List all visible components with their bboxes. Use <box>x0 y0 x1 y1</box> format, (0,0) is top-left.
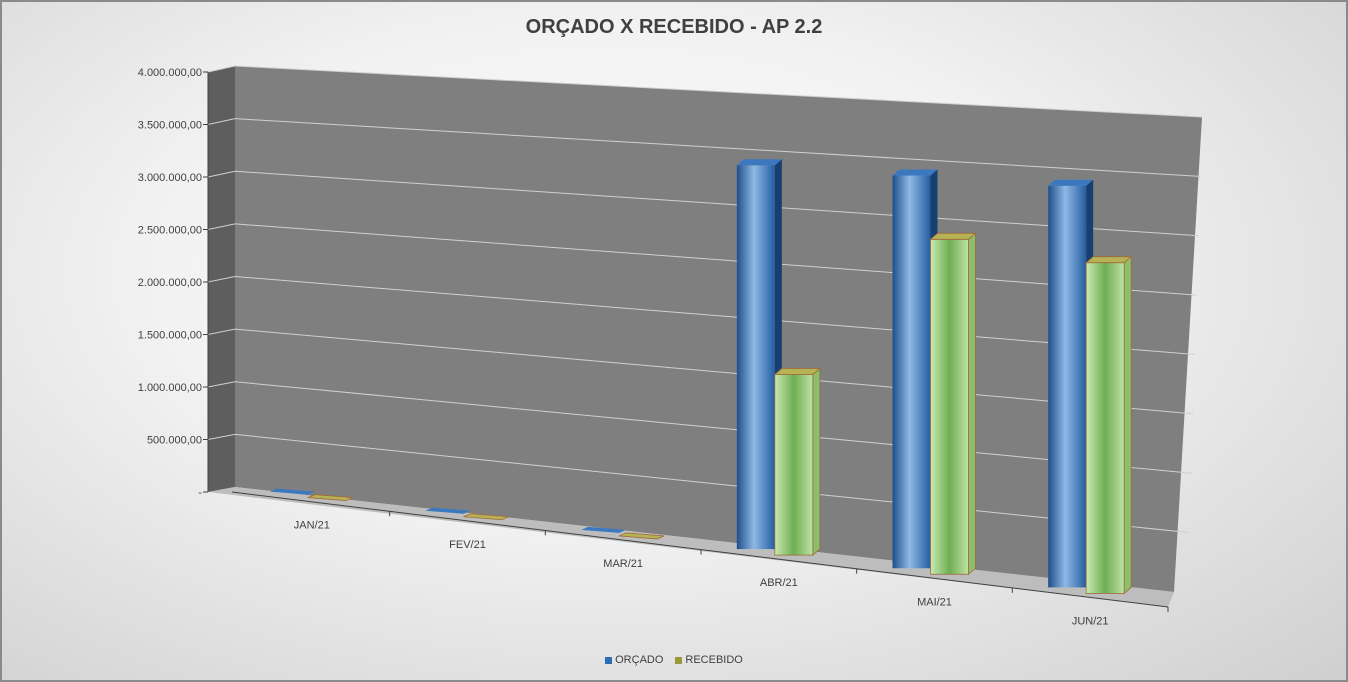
x-tick-label: ABR/21 <box>760 577 798 589</box>
y-tick-label: 4.000.000,00 <box>138 67 202 79</box>
bar-side-recebido-JUN/21 <box>1123 255 1132 595</box>
y-tick-label: 3.000.000,00 <box>138 172 202 184</box>
bars <box>269 159 1133 595</box>
bar-recebido-ABR/21 <box>774 374 814 556</box>
legend-swatch-recebido <box>675 656 683 664</box>
bar-recebido-JUN/21 <box>1085 262 1125 594</box>
bar-recebido-JAN/21 <box>307 494 353 501</box>
x-tick-label: MAI/21 <box>917 596 952 608</box>
y-tick-label: 1.000.000,00 <box>138 382 202 394</box>
legend: ORÇADO RECEBIDO <box>2 654 1346 666</box>
gridline-side <box>207 118 236 125</box>
gridline <box>234 65 1203 118</box>
legend-swatch-orcado <box>605 656 613 664</box>
bar-side-recebido-ABR/21 <box>812 367 821 556</box>
bar-orcado-FEV/21 <box>425 507 471 514</box>
x-tick-labels: JAN/21 FEV/21 MAR/21 ABR/21 MAI/21 JUN/21 <box>294 511 1169 627</box>
gridline <box>234 433 1190 534</box>
bar-top-orcado-ABR/21 <box>736 159 782 166</box>
gridline <box>234 223 1197 296</box>
y-tick-label: 2.500.000,00 <box>138 225 202 237</box>
gridline-side <box>207 65 236 73</box>
y-tick-labels: - 500.000,00 1.000.000,00 1.500.000,00 2.000… <box>138 67 208 499</box>
bar-orcado-JUN/21 <box>1048 185 1087 588</box>
bar-orcado-ABR/21 <box>736 165 775 550</box>
gridline <box>234 170 1199 237</box>
bar-recebido-MAR/21 <box>619 532 665 540</box>
chart-floor <box>208 487 1174 607</box>
bar-top-recebido-ABR/21 <box>773 368 821 375</box>
gridline-side <box>207 276 236 283</box>
y-tick-label: 2.000.000,00 <box>138 277 202 289</box>
gridline-side <box>207 170 236 178</box>
y-tick-label: 500.000,00 <box>147 435 202 447</box>
bar-orcado-MAI/21 <box>892 175 931 569</box>
x-tick-label: FEV/21 <box>449 539 486 551</box>
x-tick-label: JAN/21 <box>294 520 330 532</box>
bar-top-orcado-MAI/21 <box>892 169 938 176</box>
y-tick-label: 1.500.000,00 <box>138 330 202 342</box>
bar-orcado-MAR/21 <box>581 526 627 533</box>
x-tick-label: JUN/21 <box>1072 615 1109 627</box>
gridlines <box>207 65 1203 534</box>
gridline-side <box>207 223 236 230</box>
gridline <box>234 276 1196 355</box>
bar-top-recebido-JUN/21 <box>1085 256 1133 264</box>
bar-recebido-MAI/21 <box>930 238 969 575</box>
gridline <box>234 118 1201 177</box>
y-tick-label: 3.500.000,00 <box>138 120 202 132</box>
legend-item-orcado: ORÇADO <box>605 654 663 666</box>
bar-side-recebido-MAI/21 <box>968 232 976 576</box>
legend-item-recebido: RECEBIDO <box>675 654 743 666</box>
bar-recebido-FEV/21 <box>463 513 509 521</box>
legend-label-recebido: RECEBIDO <box>685 654 743 666</box>
chart-title: ORÇADO X RECEBIDO - AP 2.2 <box>525 16 823 38</box>
x-tick-label: MAR/21 <box>603 558 643 570</box>
gridline-side <box>207 381 236 388</box>
legend-label-orcado: ORÇADO <box>615 654 664 666</box>
gridline-side <box>207 433 236 440</box>
bar-top-orcado-JUN/21 <box>1048 179 1094 186</box>
gridline <box>234 381 1192 474</box>
y-tick-label: - <box>198 487 202 499</box>
gridline-side <box>207 328 236 335</box>
gridline <box>234 328 1194 415</box>
bar-orcado-JAN/21 <box>269 488 315 495</box>
bar-top-recebido-MAI/21 <box>929 232 977 240</box>
